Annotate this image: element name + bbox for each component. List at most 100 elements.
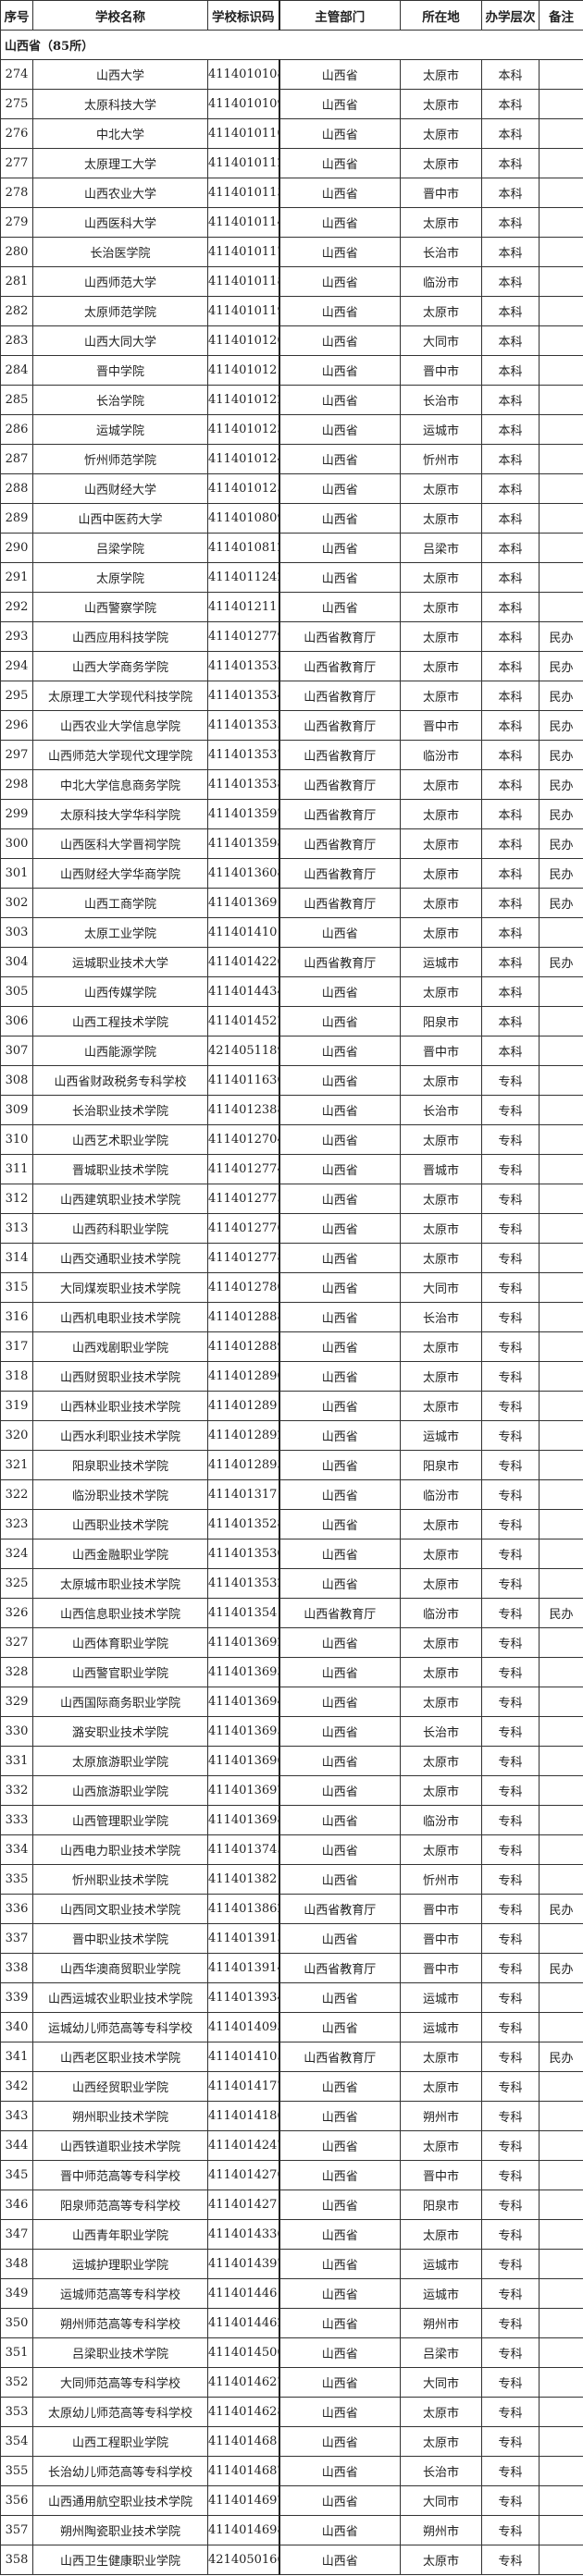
cell-school-name: 太原城市职业技术学院 xyxy=(32,1568,208,1599)
cell-school-code: 4114013914 xyxy=(207,1953,280,1983)
cell-school-code: 4114012778 xyxy=(207,1243,280,1273)
table-row: 275 太原科技大学 4114010109 山西省 太原市 本科 xyxy=(0,89,583,119)
cell-authority: 山西省教育厅 xyxy=(279,799,401,829)
cell-school-name: 山西经贸职业学院 xyxy=(32,2071,208,2102)
cell-remarks: 民办 xyxy=(539,888,583,918)
cell-index: 356 xyxy=(0,2485,33,2516)
cell-remarks xyxy=(539,2367,583,2398)
cell-school-name: 山西药科职业学院 xyxy=(32,1213,208,1244)
cell-remarks: 民办 xyxy=(539,1953,583,1983)
cell-level: 专科 xyxy=(481,2337,540,2368)
cell-authority: 山西省 xyxy=(279,1923,401,1954)
cell-authority: 山西省 xyxy=(279,1568,401,1599)
cell-school-code: 4114012779 xyxy=(207,621,280,652)
cell-level: 专科 xyxy=(481,1775,540,1806)
cell-remarks xyxy=(539,2485,583,2516)
cell-remarks xyxy=(539,59,583,90)
table-row: 314 山西交通职业技术学院 4114012778 山西省 太原市 专科 xyxy=(0,1243,583,1273)
table-row: 302 山西工商学院 4114013691 山西省教育厅 太原市 本科 民办 xyxy=(0,888,583,918)
table-row: 336 山西同文职业技术学院 4114013862 山西省教育厅 晋中市 专科 民办 xyxy=(0,1894,583,1924)
cell-location: 太原市 xyxy=(400,1184,482,1214)
cell-authority: 山西省 xyxy=(279,414,401,445)
table-row: 305 山西传媒学院 4114014434 山西省 太原市 本科 xyxy=(0,976,583,1007)
cell-level: 本科 xyxy=(481,325,540,356)
cell-authority: 山西省 xyxy=(279,1302,401,1332)
cell-level: 本科 xyxy=(481,266,540,297)
cell-school-code: 4114013862 xyxy=(207,1894,280,1924)
cell-school-name: 运城师范高等专科学校 xyxy=(32,2278,208,2309)
table-row: 322 临汾职业技术学院 4114013171 山西省 临汾市 专科 xyxy=(0,1479,583,1510)
section-title: 山西省（85所） xyxy=(0,30,583,60)
cell-level: 本科 xyxy=(481,59,540,90)
cell-location: 太原市 xyxy=(400,2071,482,2102)
cell-school-name: 太原理工大学 xyxy=(32,148,208,178)
cell-index: 277 xyxy=(0,148,33,178)
cell-school-code: 4114010122 xyxy=(207,385,280,415)
cell-remarks xyxy=(539,2219,583,2250)
cell-remarks xyxy=(539,1775,583,1806)
cell-remarks xyxy=(539,1746,583,1776)
cell-remarks xyxy=(539,1982,583,2013)
cell-location: 太原市 xyxy=(400,473,482,504)
cell-remarks xyxy=(539,473,583,504)
cell-school-name: 山西林业职业技术学院 xyxy=(32,1391,208,1421)
cell-location: 大同市 xyxy=(400,2485,482,2516)
cell-level: 专科 xyxy=(481,1450,540,1480)
cell-school-code: 4114013697 xyxy=(207,1775,280,1806)
cell-index: 278 xyxy=(0,178,33,208)
cell-school-code: 4114013533 xyxy=(207,651,280,681)
table-row: 310 山西艺术职业学院 4114012704 山西省 太原市 专科 xyxy=(0,1124,583,1155)
cell-index: 275 xyxy=(0,89,33,119)
cell-index: 330 xyxy=(0,1716,33,1747)
cell-remarks xyxy=(539,1420,583,1451)
table-row: 290 吕梁学院 4114010812 山西省 吕梁市 本科 xyxy=(0,533,583,563)
cell-level: 专科 xyxy=(481,2515,540,2545)
cell-school-code: 4114010125 xyxy=(207,473,280,504)
table-row: 313 山西药科职业学院 4114012776 山西省 太原市 专科 xyxy=(0,1213,583,1244)
cell-location: 运城市 xyxy=(400,2278,482,2309)
cell-index: 308 xyxy=(0,1065,33,1096)
cell-school-code: 4114014697 xyxy=(207,2485,280,2516)
cell-location: 大同市 xyxy=(400,325,482,356)
cell-level: 本科 xyxy=(481,740,540,770)
table-row: 292 山西警察学院 4114012111 山西省 太原市 本科 xyxy=(0,592,583,622)
cell-school-name: 晋中师范高等专科学校 xyxy=(32,2160,208,2190)
table-row: 308 山西省财政税务专科学校 4114011630 山西省 太原市 专科 xyxy=(0,1065,583,1096)
cell-level: 本科 xyxy=(481,1006,540,1037)
cell-index: 307 xyxy=(0,1036,33,1066)
cell-authority: 山西省 xyxy=(279,2397,401,2427)
cell-location: 阳泉市 xyxy=(400,1006,482,1037)
cell-school-code: 4114013693 xyxy=(207,1657,280,1687)
cell-index: 334 xyxy=(0,1834,33,1865)
cell-level: 专科 xyxy=(481,1184,540,1214)
table-row: 337 晋中职业技术学院 4114013913 山西省 晋中市 专科 xyxy=(0,1923,583,1954)
cell-school-name: 山西华澳商贸职业学院 xyxy=(32,1953,208,1983)
cell-location: 忻州市 xyxy=(400,444,482,474)
cell-school-name: 山西信息职业技术学院 xyxy=(32,1598,208,1628)
cell-level: 专科 xyxy=(481,2249,540,2279)
cell-authority: 山西省 xyxy=(279,917,401,948)
cell-authority: 山西省教育厅 xyxy=(279,710,401,741)
cell-index: 358 xyxy=(0,2545,33,2575)
cell-authority: 山西省 xyxy=(279,2426,401,2457)
table-row: 351 吕梁职业技术学院 4114014500 山西省 吕梁市 专科 xyxy=(0,2337,583,2368)
cell-remarks: 民办 xyxy=(539,769,583,800)
cell-school-code: 4114012388 xyxy=(207,1095,280,1125)
cell-remarks xyxy=(539,1627,583,1658)
header-level: 办学层次 xyxy=(481,0,540,31)
cell-location: 运城市 xyxy=(400,1420,482,1451)
cell-location: 临汾市 xyxy=(400,740,482,770)
cell-remarks xyxy=(539,1716,583,1747)
cell-school-name: 山西建筑职业技术学院 xyxy=(32,1184,208,1214)
cell-school-code: 4114010113 xyxy=(207,178,280,208)
cell-location: 太原市 xyxy=(400,1746,482,1776)
cell-remarks xyxy=(539,266,583,297)
cell-level: 本科 xyxy=(481,533,540,563)
cell-location: 太原市 xyxy=(400,858,482,889)
cell-authority: 山西省 xyxy=(279,1657,401,1687)
cell-authority: 山西省 xyxy=(279,2101,401,2131)
cell-remarks xyxy=(539,325,583,356)
cell-index: 318 xyxy=(0,1361,33,1392)
cell-level: 专科 xyxy=(481,1982,540,2013)
cell-level: 本科 xyxy=(481,89,540,119)
